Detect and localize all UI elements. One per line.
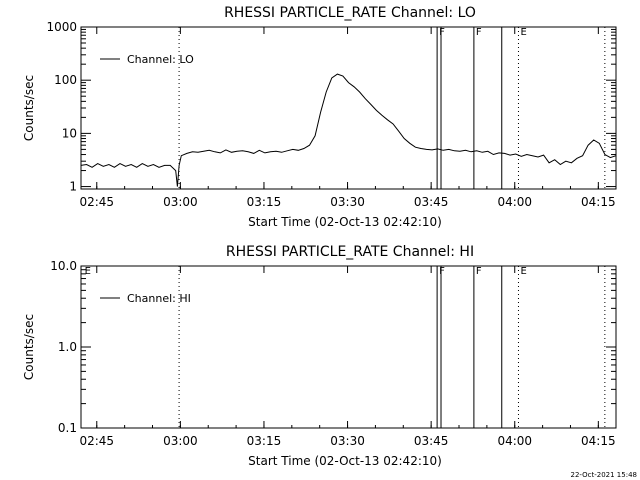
y-tick-label: 10.0 xyxy=(50,259,77,273)
y-tick-label: 10 xyxy=(62,126,77,140)
y-tick-label: 1.0 xyxy=(58,340,77,354)
x-tick-label: 04:00 xyxy=(497,195,532,209)
x-tick-label: 02:45 xyxy=(79,434,114,448)
x-tick-label: 03:00 xyxy=(163,195,198,209)
event-marker-label: E xyxy=(85,266,91,277)
x-tick-label: 03:00 xyxy=(163,434,198,448)
x-tick-label: 03:15 xyxy=(247,434,282,448)
x-axis-label: Start Time (02-Oct-13 02:42:10) xyxy=(248,454,442,468)
event-marker-label: F xyxy=(476,266,482,277)
x-tick-label: 03:45 xyxy=(414,434,449,448)
x-tick-label: 03:15 xyxy=(247,195,282,209)
plot-frame xyxy=(80,265,617,429)
series-line xyxy=(80,73,617,187)
y-tick-label: 100 xyxy=(54,73,77,87)
legend-label: Channel: HI xyxy=(127,292,191,305)
y-axis-label: Counts/sec xyxy=(22,314,36,380)
chart-title: RHESSI PARTICLE_RATE Channel: LO xyxy=(224,5,476,21)
x-axis-label: Start Time (02-Oct-13 02:42:10) xyxy=(248,215,442,229)
event-marker-label: F xyxy=(476,27,482,38)
y-tick-label: 1 xyxy=(69,180,77,194)
lo-channel-panel: RHESSI PARTICLE_RATE Channel: LO 02:45 03… xyxy=(22,5,617,229)
x-tick-label: 03:30 xyxy=(330,434,365,448)
y-axis-label: Counts/sec xyxy=(22,75,36,141)
x-tick-label: 03:30 xyxy=(330,195,365,209)
event-marker-label: E xyxy=(520,266,526,277)
event-marker-label: E xyxy=(520,27,526,38)
x-tick-label: 04:15 xyxy=(581,434,616,448)
plot-marks: 02:45 03:00 03:15 03:30 03:45 04:00 04:15 1 10 10… xyxy=(46,20,617,209)
x-tick-label: 03:45 xyxy=(414,195,449,209)
x-tick-label: 02:45 xyxy=(79,195,114,209)
legend-label: Channel: LO xyxy=(127,53,194,66)
y-tick-label: 0.1 xyxy=(58,421,77,435)
event-marker-label: F xyxy=(439,27,445,38)
x-tick-label: 04:15 xyxy=(581,195,616,209)
plot-frame xyxy=(80,26,617,190)
x-tick-label: 04:00 xyxy=(497,434,532,448)
hi-channel-panel: RHESSI PARTICLE_RATE Channel: HI 02:45 03… xyxy=(22,244,617,468)
event-marker-label: F xyxy=(439,266,445,277)
plot-marks: 02:45 03:00 03:15 03:30 03:45 04:00 04:15 0.1 1.… xyxy=(50,259,616,448)
y-tick-label: 1000 xyxy=(46,20,77,34)
chart-title: RHESSI PARTICLE_RATE Channel: HI xyxy=(226,244,474,260)
footer-timestamp: 22-Oct-2021 15:48 xyxy=(571,471,637,479)
